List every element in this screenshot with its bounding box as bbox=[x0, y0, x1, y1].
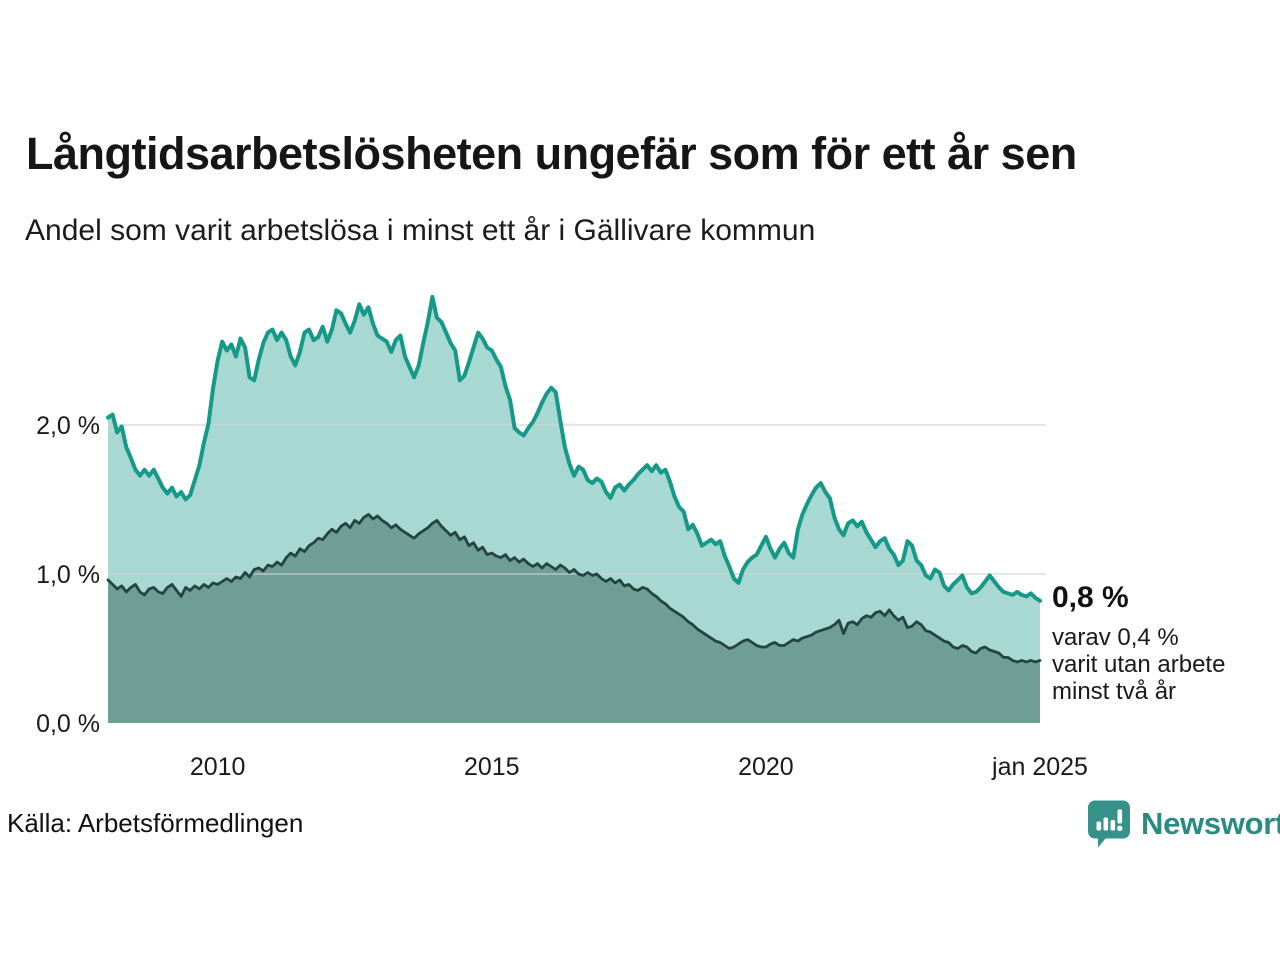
chart-title: Långtidsarbetslösheten ungefär som för e… bbox=[26, 128, 1077, 179]
annotation-line-3: minst två år bbox=[1052, 678, 1177, 705]
unemployment-area-chart: 2,0 % 1,0 % 0,0 % 2010 2015 2020 jan 2025 bbox=[36, 294, 1088, 781]
y-tick-label: 1,0 % bbox=[36, 561, 100, 589]
chart-areas bbox=[108, 296, 1040, 723]
y-axis-labels: 2,0 % 1,0 % 0,0 % bbox=[36, 412, 100, 738]
area-series-2 bbox=[108, 514, 1040, 723]
newsworthy-logo: Newsworthy bbox=[1086, 799, 1280, 849]
newsworthy-logo-text: Newsworthy bbox=[1141, 806, 1280, 841]
latest-value-label: 0,8 % bbox=[1052, 581, 1129, 614]
x-tick-label: 2010 bbox=[190, 753, 246, 781]
newsworthy-pin-barchart-icon bbox=[1088, 800, 1130, 848]
line-series-1 bbox=[106, 294, 1042, 603]
y-tick-label: 0,0 % bbox=[36, 710, 100, 738]
x-tick-label: jan 2025 bbox=[991, 753, 1088, 781]
source-caption: Källa: Arbetsförmedlingen bbox=[7, 808, 304, 838]
latest-value-annotation: 0,8 % varav 0,4 % varit utan arbete mins… bbox=[1052, 581, 1225, 705]
annotation-line-1: varav 0,4 % bbox=[1052, 624, 1179, 651]
x-axis-labels: 2010 2015 2020 jan 2025 bbox=[190, 753, 1088, 781]
line-series-2 bbox=[106, 513, 1042, 664]
x-tick-label: 2020 bbox=[738, 753, 794, 781]
annotation-line-2: varit utan arbete bbox=[1052, 651, 1226, 678]
chart-lines bbox=[106, 294, 1042, 664]
x-tick-label: 2015 bbox=[464, 753, 520, 781]
y-tick-label: 2,0 % bbox=[36, 412, 100, 440]
chart-subtitle: Andel som varit arbetslösa i minst ett å… bbox=[25, 214, 816, 247]
